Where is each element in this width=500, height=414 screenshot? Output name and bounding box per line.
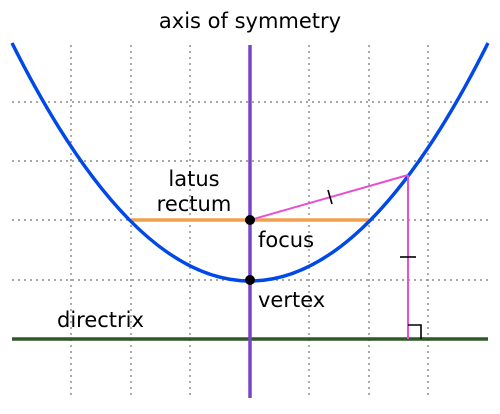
- focus-to-point-segment: [249, 174, 409, 221]
- focus-point: [245, 215, 255, 225]
- focus-label: focus: [258, 228, 314, 252]
- vertex-label: vertex: [258, 288, 325, 312]
- axis-of-symmetry-label: axis of symmetry: [159, 9, 341, 33]
- directrix-label: directrix: [57, 308, 144, 332]
- tick-marks: [327, 189, 422, 339]
- equal-distance-markers: [249, 174, 409, 339]
- vertex-point: [245, 275, 255, 285]
- latus-rectum-label-line2: rectum: [157, 192, 232, 216]
- latus-rectum-label-line1: latus: [168, 167, 219, 191]
- right-angle-marker: [408, 324, 422, 339]
- segment-tick-mark: [327, 189, 333, 205]
